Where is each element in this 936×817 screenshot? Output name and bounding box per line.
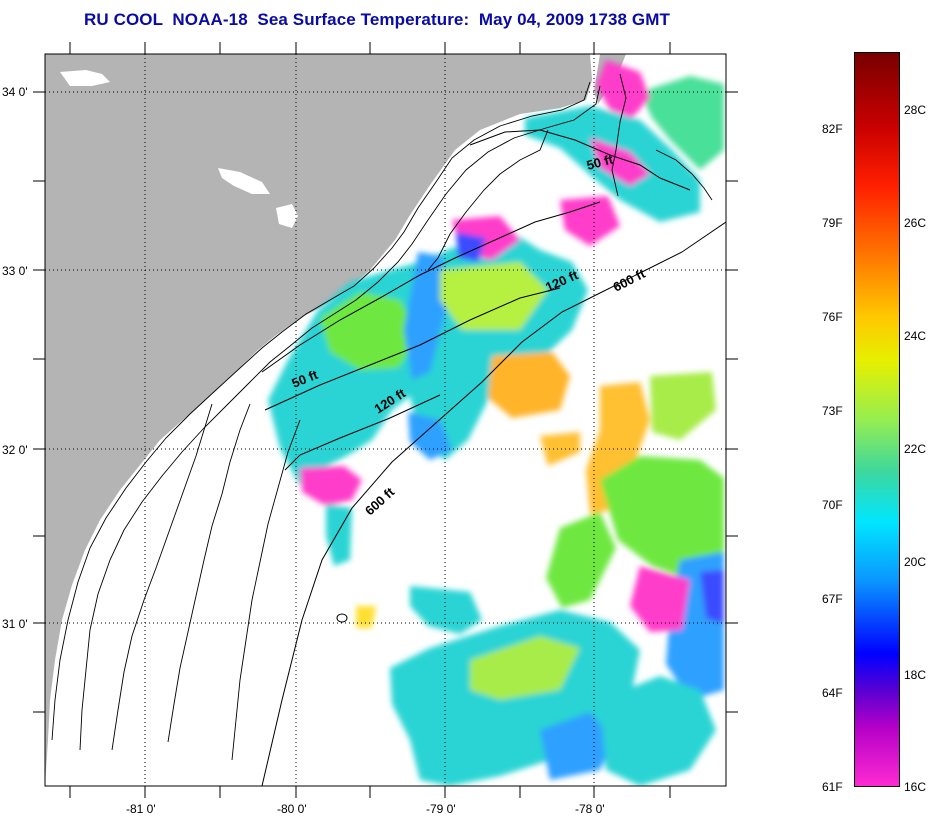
lat-label: 34 0' [2,85,28,99]
inland-lake [218,168,270,194]
map-title: RU COOL NOAA-18 Sea Surface Temperature:… [84,10,670,29]
colorbar-label-c: 18C [904,668,927,682]
colorbar-label-f: 61F [822,780,843,794]
colorbar-label-f: 67F [822,592,843,606]
lat-label: 32 0' [2,443,28,457]
colorbar-label-f: 73F [822,404,843,418]
axis-ticks [33,42,738,798]
colorbar-label-c: 28C [904,103,927,117]
colorbar-label-f: 79F [822,216,843,230]
land-mass [45,54,592,786]
lon-label: -79 0' [426,802,456,816]
sst-data [268,60,724,786]
map-frame [44,53,727,787]
inland-lake [60,70,110,86]
temperature-colorbar [854,52,900,787]
lat-label: 31 0' [2,617,28,631]
graticule [45,54,726,786]
coastline [51,73,713,761]
colorbar-label-f: 76F [822,310,843,324]
inland-lake [276,204,298,228]
colorbar-label-c: 24C [904,329,927,343]
colorbar-label-c: 22C [904,442,927,456]
depth-contours [261,129,726,786]
colorbar-label-f: 64F [822,686,843,700]
colorbar-label-c: 20C [904,555,927,569]
lon-label: -78 0' [575,802,605,816]
lon-label: -80 0' [277,802,307,816]
colorbar-label-c: 16C [904,780,927,794]
colorbar-label-f: 70F [822,498,843,512]
colorbar-label-c: 26C [904,216,927,230]
contour-label: 50 ft [585,151,615,173]
lat-label: 33 0' [2,264,28,278]
lon-label: -81 0' [126,802,156,816]
colorbar-label-f: 82F [822,122,843,136]
